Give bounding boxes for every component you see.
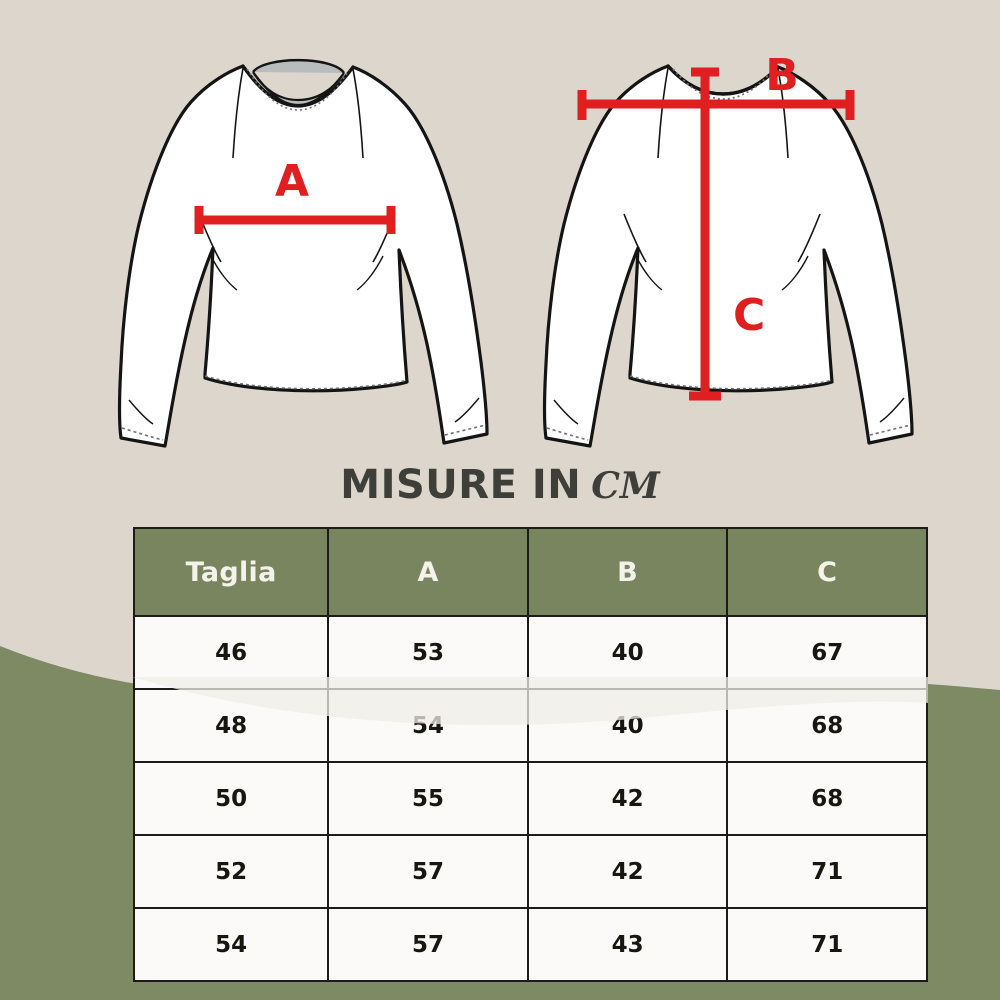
cell-c: 71 (726, 907, 928, 982)
cell-a: 54 (327, 688, 529, 763)
cell-c: 71 (726, 834, 928, 909)
cell-b: 40 (526, 688, 729, 763)
cell-a: 53 (327, 615, 529, 690)
measure-label-c: C (733, 290, 765, 341)
chart-title-unit: CM (591, 465, 660, 507)
cell-a: 57 (327, 834, 529, 909)
column-header-b: B (526, 527, 729, 617)
table-row: 50 55 42 68 (132, 761, 928, 836)
measure-label-b: B (765, 50, 799, 101)
table-row: 48 54 40 68 (132, 688, 928, 763)
garment-back-illustration: B C (542, 50, 914, 448)
cell-taglia: 50 (132, 761, 330, 836)
cell-taglia: 48 (132, 688, 330, 763)
table-row: 52 57 42 71 (132, 834, 928, 909)
measure-line-b (577, 90, 855, 120)
cell-c: 68 (726, 761, 928, 836)
cell-taglia: 52 (132, 834, 330, 909)
size-table: Taglia A B C 46 53 40 67 48 54 40 68 (132, 527, 928, 982)
cell-a: 55 (327, 761, 529, 836)
chart-title-main: MISURE IN (340, 462, 582, 508)
cell-b: 42 (526, 761, 729, 836)
column-header-taglia: Taglia (132, 527, 330, 617)
cell-taglia: 54 (132, 907, 330, 982)
table-row: 54 57 43 71 (132, 907, 928, 982)
measure-line-a (194, 206, 396, 234)
cell-c: 68 (726, 688, 928, 763)
cell-b: 42 (526, 834, 729, 909)
chart-title: MISURE IN CM (0, 462, 1000, 508)
cell-b: 43 (526, 907, 729, 982)
measure-label-a: A (275, 156, 309, 207)
column-header-a: A (327, 527, 529, 617)
cell-taglia: 46 (132, 615, 330, 690)
garment-front-illustration: A (117, 58, 489, 448)
cell-c: 67 (726, 615, 928, 690)
cell-a: 57 (327, 907, 529, 982)
cell-b: 40 (526, 615, 729, 690)
size-table-container: Taglia A B C 46 53 40 67 48 54 40 68 (132, 527, 928, 982)
column-header-c: C (726, 527, 928, 617)
table-header-row: Taglia A B C (132, 527, 928, 617)
measure-line-c (689, 67, 721, 401)
table-row: 46 53 40 67 (132, 615, 928, 690)
